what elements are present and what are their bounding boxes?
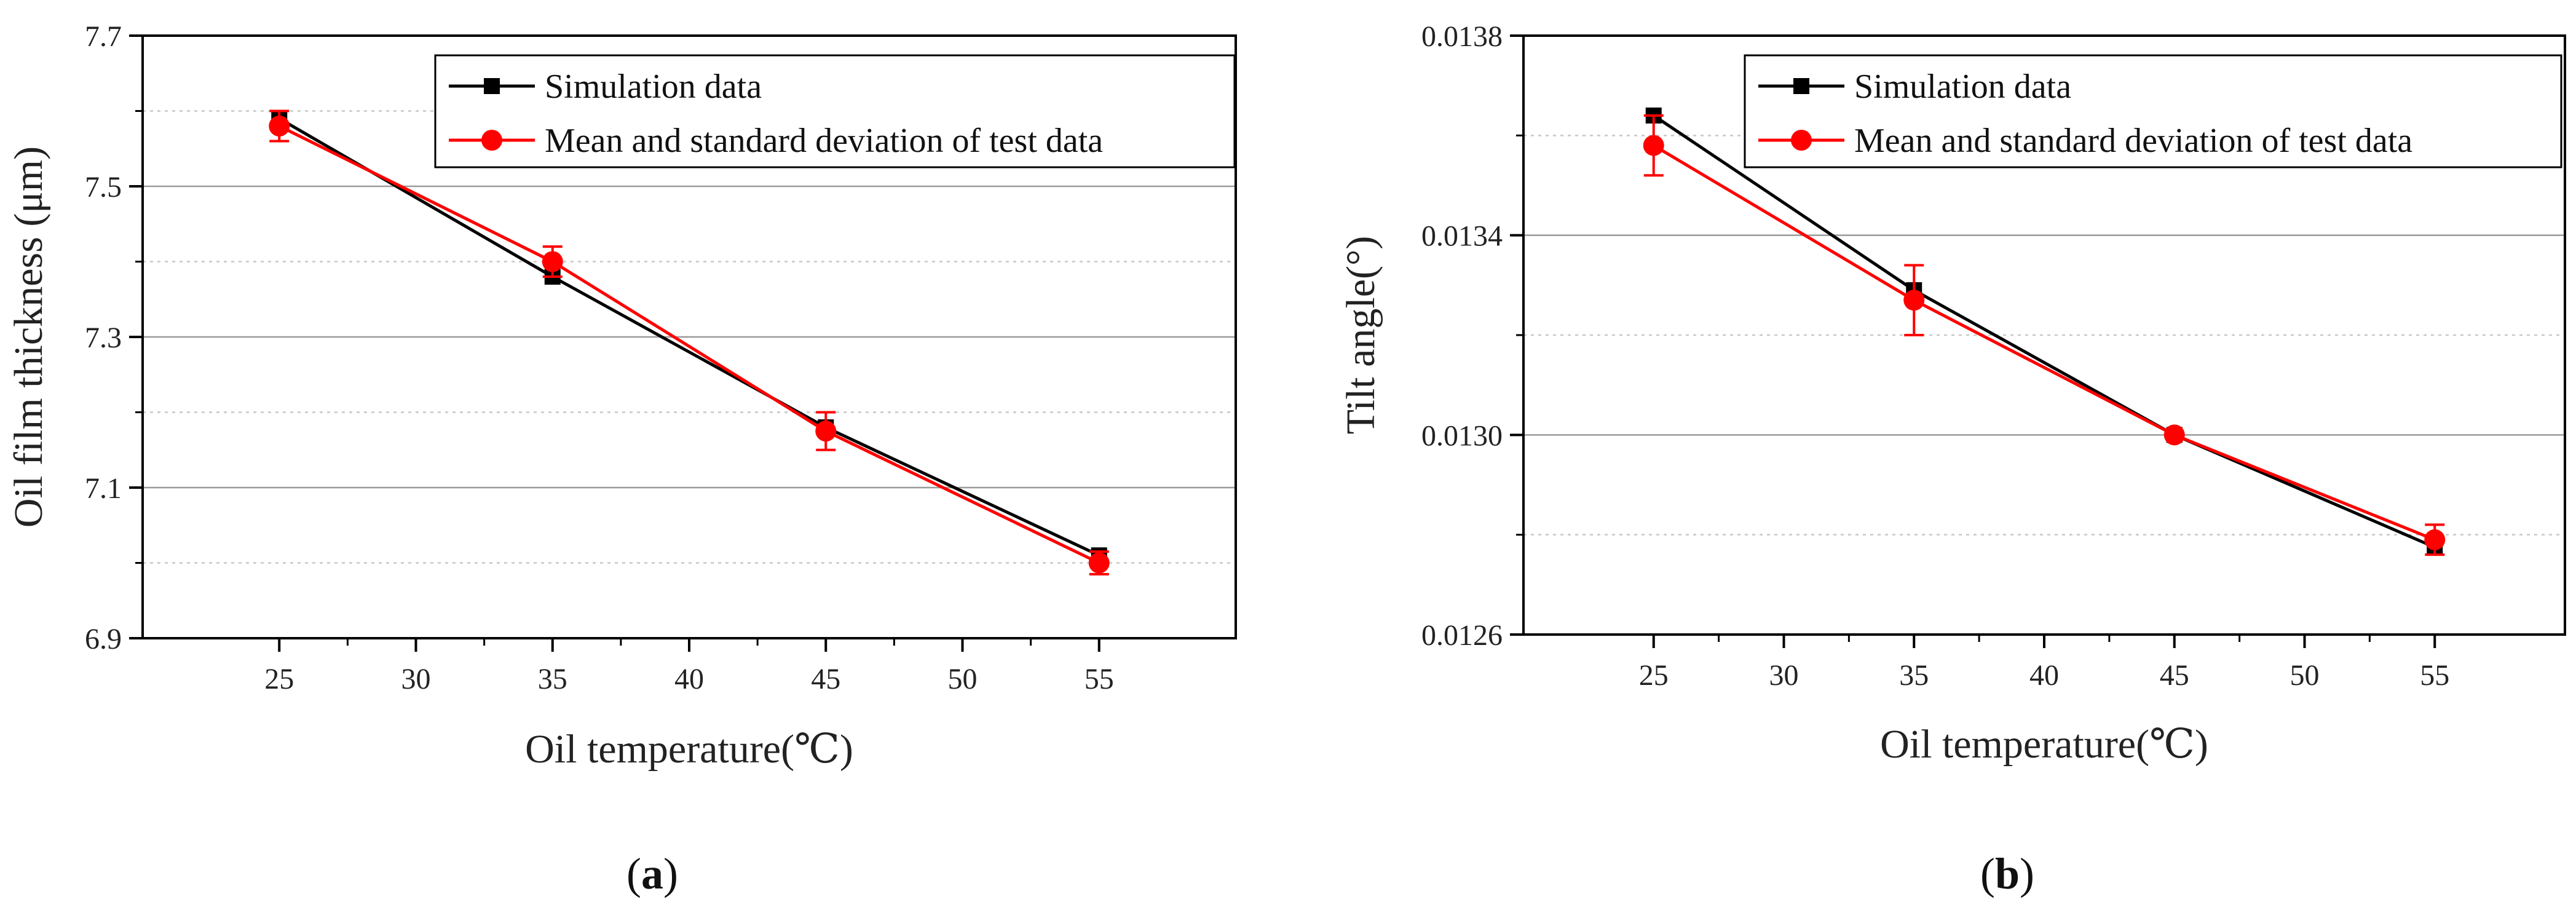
- x-tick-label: 55: [2420, 659, 2449, 692]
- panel-label-close: ): [2020, 849, 2034, 898]
- legend-marker: [481, 130, 502, 151]
- x-axis-title: Oil temperature(℃): [1880, 722, 2208, 767]
- x-tick-label: 50: [2290, 659, 2320, 692]
- x-tick-label: 50: [948, 663, 978, 695]
- x-tick-label: 25: [1639, 659, 1669, 692]
- legend-marker: [1791, 130, 1812, 151]
- x-axis-title: Oil temperature(℃): [525, 727, 853, 772]
- panel-label-open: (: [626, 849, 641, 898]
- series-line: [1653, 144, 2436, 542]
- legend: Simulation data Mean and standard deviati…: [434, 54, 1236, 168]
- panel-label: (a): [626, 849, 678, 898]
- x-tick-label: 35: [1899, 659, 1929, 692]
- x-tick-label: 25: [264, 663, 294, 695]
- legend-marker: [484, 78, 500, 94]
- y-tick-label: 7.7: [85, 20, 122, 53]
- legend-box: [434, 54, 1236, 168]
- x-tick-label: 30: [1769, 659, 1799, 692]
- x-tick-label: 40: [674, 663, 704, 695]
- data-point: [1903, 290, 1925, 311]
- data-point: [2424, 529, 2446, 550]
- y-axis-title: Tilt angle(°): [1338, 236, 1383, 435]
- panel-label-letter: b: [1995, 849, 2020, 898]
- x-tick-label: 55: [1085, 663, 1114, 695]
- y-tick-label: 0.0130: [1421, 419, 1503, 452]
- legend-box: [1744, 54, 2562, 168]
- data-point: [1088, 552, 1110, 574]
- legend-label: Simulation data: [545, 68, 762, 106]
- x-tick-label: 45: [2160, 659, 2189, 692]
- data-point: [542, 251, 563, 272]
- legend-label: Mean and standard deviation of test data: [1854, 122, 2412, 160]
- series-line: [1653, 114, 2436, 549]
- data-point: [269, 116, 290, 136]
- x-tick-label: 40: [2029, 659, 2059, 692]
- y-tick-label: 0.0134: [1421, 220, 1503, 253]
- panel-label-open: (: [1980, 849, 1995, 898]
- chart-panel-b: 25 30 35 40 45 50 55 0.0126 0.0130 0.0134 0.0138 Oi…: [1338, 20, 2566, 898]
- x-tick-label: 35: [538, 663, 567, 695]
- x-tick-label: 30: [401, 663, 431, 695]
- series-line: [278, 117, 1100, 557]
- panel-label: (b): [1980, 849, 2034, 898]
- y-tick-label: 7.1: [85, 472, 122, 505]
- chart-panel-a: 25 30 35 40 45 50 55 6.9 7.1 7.3 7.5 7.7 Oil tempera…: [6, 20, 1237, 898]
- legend: Simulation data Mean and standard deviati…: [1744, 54, 2562, 168]
- data-point: [1643, 135, 1664, 156]
- y-tick-label: 0.0138: [1421, 20, 1503, 53]
- legend-marker: [1793, 78, 1809, 94]
- series-line: [279, 124, 1100, 564]
- data-point: [815, 421, 837, 442]
- y-axis-title: Oil film thickness (μm): [6, 146, 51, 528]
- data-point: [2163, 424, 2185, 446]
- y-tick-label: 6.9: [85, 623, 122, 655]
- panel-label-letter: a: [641, 849, 663, 898]
- y-tick-label: 7.5: [85, 171, 122, 204]
- y-tick-label: 7.3: [85, 322, 122, 354]
- panel-label-close: ): [663, 849, 678, 898]
- y-tick-label: 0.0126: [1421, 619, 1503, 652]
- legend-label: Simulation data: [1854, 68, 2071, 106]
- x-tick-label: 45: [811, 663, 840, 695]
- legend-label: Mean and standard deviation of test data: [545, 122, 1103, 160]
